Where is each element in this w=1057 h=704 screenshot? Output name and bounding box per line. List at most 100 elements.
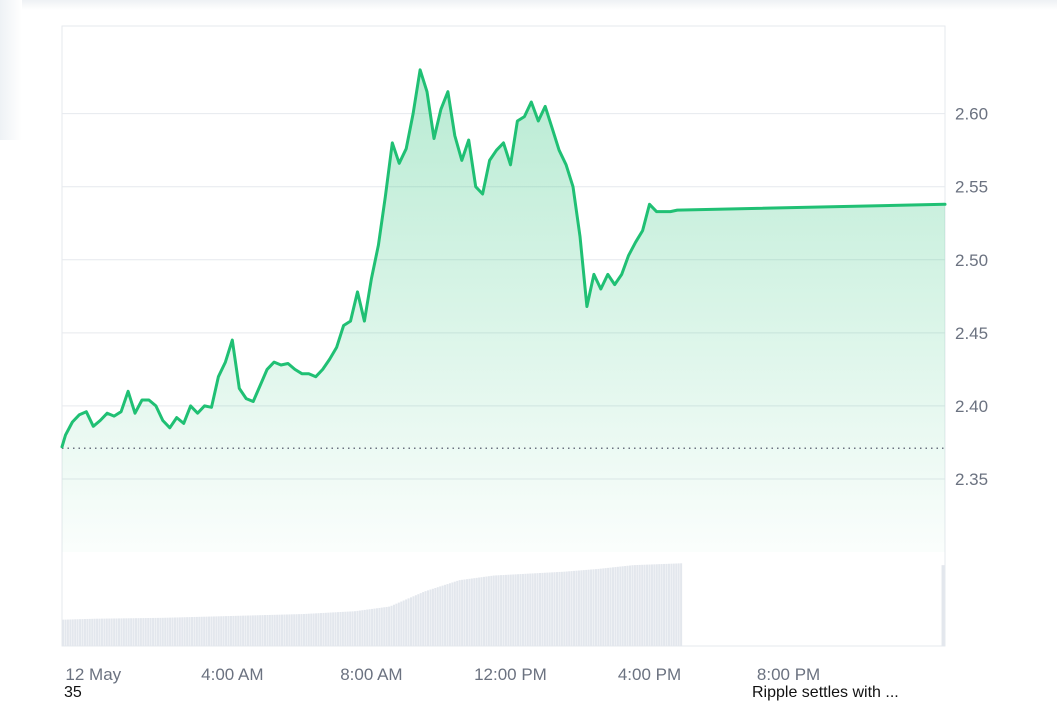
volume-bar xyxy=(568,571,571,646)
volume-bar xyxy=(198,616,201,646)
volume-bar xyxy=(334,612,337,646)
volume-bar xyxy=(419,593,422,646)
volume-bar xyxy=(298,614,301,646)
volume-bar xyxy=(553,572,556,646)
volume-bar xyxy=(468,578,471,646)
y-axis-ticks: 2.35 2.40 2.45 2.50 2.55 2.60 xyxy=(955,105,988,489)
volume-bar xyxy=(621,566,624,646)
volume-bar xyxy=(590,569,593,646)
volume-bar xyxy=(444,584,447,646)
volume-bar xyxy=(117,618,121,646)
volume-bar xyxy=(159,617,162,646)
volume-bar xyxy=(941,565,945,646)
price-area-fill xyxy=(62,69,945,553)
volume-bar xyxy=(407,598,410,646)
volume-bar xyxy=(392,604,395,646)
volume-bar xyxy=(249,615,252,646)
volume-bar xyxy=(259,615,262,646)
volume-bar xyxy=(626,565,629,646)
volume-bar xyxy=(373,608,376,646)
volume-bar xyxy=(614,567,617,646)
volume-bar xyxy=(573,570,576,646)
volume-bar xyxy=(670,563,673,646)
volume-bar xyxy=(543,572,546,646)
volume-bar xyxy=(137,618,140,646)
volume-bar xyxy=(646,564,649,646)
x-tick-label: 4:00 AM xyxy=(201,665,263,684)
x-axis-ticks: 12 May 4:00 AM 8:00 AM 12:00 PM 4:00 PM 8:00 … xyxy=(65,665,820,684)
volume-bar xyxy=(624,566,627,646)
volume-bar xyxy=(273,614,276,646)
volume-bar xyxy=(171,617,174,646)
volume-bar xyxy=(105,618,108,646)
volume-bar xyxy=(110,618,113,646)
volume-bar xyxy=(169,617,172,646)
volume-bar xyxy=(86,618,89,646)
y-tick-label: 2.45 xyxy=(955,324,988,343)
volume-bar xyxy=(81,619,84,646)
volume-bar xyxy=(453,581,456,646)
volume-bar xyxy=(371,608,374,646)
volume-bar xyxy=(186,617,189,646)
volume-bar xyxy=(332,612,335,646)
volume-bar xyxy=(266,614,269,646)
volume-bar xyxy=(244,615,247,646)
volume-bar xyxy=(315,613,318,646)
volume-bar xyxy=(69,619,72,646)
volume-bar xyxy=(650,564,653,646)
y-tick-label: 2.35 xyxy=(955,470,988,489)
volume-bar xyxy=(310,613,313,646)
volume-bar xyxy=(395,603,398,646)
volume-bar xyxy=(592,569,595,646)
volume-bar xyxy=(349,611,352,646)
volume-bar xyxy=(585,569,588,646)
volume-bar xyxy=(83,619,86,646)
volume-bar xyxy=(451,582,454,646)
volume-bar xyxy=(607,567,610,646)
x-tick-label: 8:00 AM xyxy=(340,665,402,684)
volume-bar xyxy=(619,566,622,646)
volume-bar xyxy=(139,618,142,646)
volume-bar xyxy=(405,599,408,646)
volume-bar xyxy=(597,568,600,646)
volume-bar xyxy=(246,615,249,646)
volume-bar xyxy=(441,585,444,646)
volume-bar xyxy=(638,564,641,646)
volume-bar xyxy=(509,574,512,646)
volume-bar xyxy=(203,616,206,646)
volume-bar xyxy=(473,578,476,646)
volume-bar xyxy=(271,614,274,646)
x-tick-label: 12:00 PM xyxy=(474,665,547,684)
volume-bar xyxy=(524,573,527,646)
volume-bar xyxy=(502,574,505,646)
volume-bar xyxy=(417,594,420,646)
volume-bar xyxy=(383,607,386,646)
volume-bar xyxy=(675,563,678,646)
volume-bar xyxy=(164,617,167,646)
news-headline-link[interactable]: Ripple settles with ... xyxy=(752,684,899,701)
volume-bar xyxy=(183,617,186,646)
volume-bar xyxy=(641,564,644,646)
volume-bar xyxy=(400,601,403,646)
volume-bar xyxy=(478,577,481,646)
volume-bar xyxy=(225,616,228,646)
volume-bar xyxy=(212,616,215,646)
volume-bar xyxy=(663,563,666,646)
volume-bar xyxy=(188,617,191,646)
volume-bar xyxy=(173,617,176,646)
volume-bar xyxy=(205,616,208,646)
volume-bar xyxy=(582,570,585,646)
volume-bar xyxy=(422,592,425,646)
price-line-path xyxy=(60,68,947,449)
volume-bar xyxy=(390,605,393,646)
volume-bar xyxy=(375,608,378,646)
volume-bar xyxy=(531,573,534,646)
volume-bar xyxy=(667,563,670,646)
volume-bar xyxy=(341,611,344,646)
volume-bar xyxy=(514,574,517,646)
volume-bar xyxy=(64,619,67,646)
volume-bar xyxy=(98,618,101,646)
volume-bar xyxy=(91,618,94,646)
volume-bar xyxy=(176,617,179,646)
